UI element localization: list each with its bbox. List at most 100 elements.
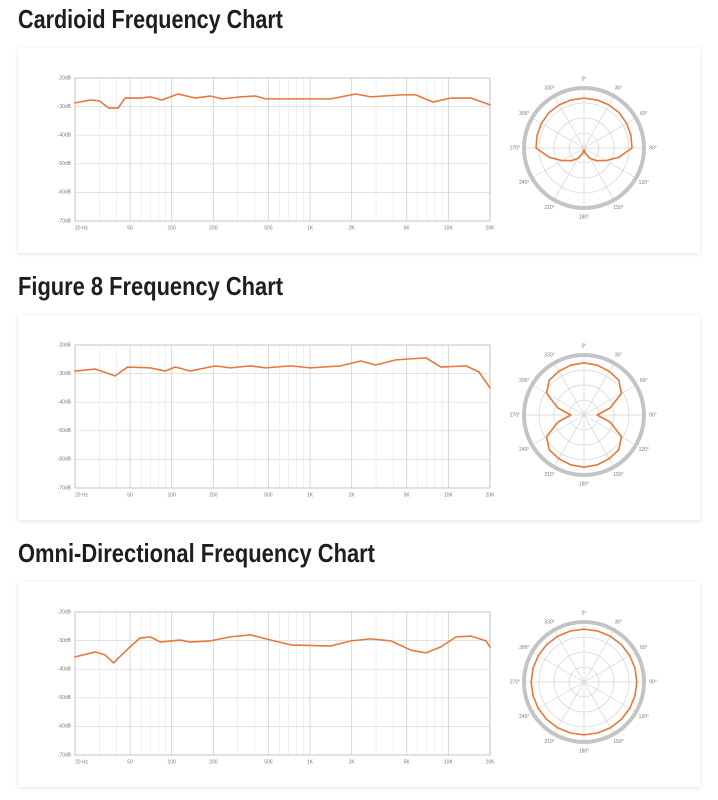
angle-label: 210° xyxy=(544,739,554,745)
x-tick-label: 20K xyxy=(486,759,496,765)
card xyxy=(18,582,700,787)
angle-label: 270° xyxy=(510,412,520,418)
x-tick-label: 20K xyxy=(486,225,496,231)
x-tick-label: 10K xyxy=(444,492,454,498)
polar-outer-ring xyxy=(522,353,646,477)
frequency-line xyxy=(74,357,491,389)
y-tick-label: -60dB xyxy=(58,724,72,730)
polar-ring xyxy=(568,399,600,431)
angle-label: 120° xyxy=(639,180,649,186)
angle-label: 150° xyxy=(613,205,623,211)
card xyxy=(18,48,700,253)
plot-frame xyxy=(74,344,491,489)
y-tick-label: -70dB xyxy=(58,218,72,224)
x-tick-label: 1K xyxy=(307,759,314,765)
chart-title: Cardioid Frequency Chart xyxy=(18,4,283,34)
angle-label: 30° xyxy=(615,620,623,626)
x-tick-label: 20 Hz xyxy=(75,225,89,231)
plot-frame xyxy=(74,611,491,756)
y-tick-label: -50dB xyxy=(58,161,72,167)
x-tick-label: 10K xyxy=(444,759,454,765)
angle-label: 150° xyxy=(613,472,623,478)
angle-label: 90° xyxy=(649,412,657,418)
angle-label: 120° xyxy=(639,714,649,720)
angle-label: 90° xyxy=(649,679,657,685)
polar-pattern xyxy=(530,628,638,736)
x-tick-label: 2K xyxy=(349,759,356,765)
x-tick-label: 200 xyxy=(209,492,218,498)
y-tick-label: -70dB xyxy=(58,752,72,758)
y-tick-label: -60dB xyxy=(58,190,72,196)
y-tick-label: -70dB xyxy=(58,485,72,491)
y-tick-label: -30dB xyxy=(58,104,72,110)
polar-ring xyxy=(538,102,630,194)
frequency-line xyxy=(74,93,491,109)
angle-label: 240° xyxy=(519,180,529,186)
plot-frame xyxy=(74,77,491,222)
angle-label: 330° xyxy=(544,620,554,626)
angle-label: 90° xyxy=(649,145,657,151)
polar-ring xyxy=(568,666,600,698)
angle-label: 270° xyxy=(510,145,520,151)
y-tick-label: -60dB xyxy=(58,457,72,463)
frequency-line xyxy=(74,634,491,664)
x-tick-label: 5K xyxy=(404,759,411,765)
angle-label: 150° xyxy=(613,739,623,745)
x-tick-label: 100 xyxy=(168,759,177,765)
polar-ring xyxy=(538,369,630,461)
card xyxy=(18,315,700,520)
angle-label: 330° xyxy=(544,86,554,92)
angle-label: 300° xyxy=(519,645,529,651)
x-tick-label: 20 Hz xyxy=(75,759,89,765)
x-tick-label: 20 Hz xyxy=(75,492,89,498)
angle-label: 180° xyxy=(579,748,589,754)
angle-label: 0° xyxy=(582,343,587,349)
angle-label: 180° xyxy=(579,481,589,487)
chart-title: Omni-Directional Frequency Chart xyxy=(18,538,375,568)
angle-label: 300° xyxy=(519,111,529,117)
polar-ring xyxy=(553,384,615,446)
x-tick-label: 100 xyxy=(168,492,177,498)
y-tick-label: -40dB xyxy=(58,133,72,139)
angle-label: 60° xyxy=(640,111,648,117)
angle-label: 0° xyxy=(582,610,587,616)
y-tick-label: -30dB xyxy=(58,371,72,377)
y-tick-label: -50dB xyxy=(58,695,72,701)
x-tick-label: 50 xyxy=(127,492,133,498)
x-tick-label: 50 xyxy=(127,225,133,231)
x-tick-label: 2K xyxy=(349,225,356,231)
angle-label: 0° xyxy=(582,76,587,82)
polar-ring xyxy=(568,132,600,164)
angle-label: 300° xyxy=(519,378,529,384)
polar-outer-ring xyxy=(522,86,646,210)
x-tick-label: 100 xyxy=(168,225,177,231)
polar-ring xyxy=(553,117,615,179)
y-tick-label: -40dB xyxy=(58,667,72,673)
y-tick-label: -30dB xyxy=(58,638,72,644)
angle-label: 30° xyxy=(615,353,623,359)
angle-label: 30° xyxy=(615,86,623,92)
polar-ring xyxy=(538,636,630,728)
x-tick-label: 20K xyxy=(486,492,496,498)
y-tick-label: -20dB xyxy=(58,342,72,348)
x-tick-label: 500 xyxy=(264,225,273,231)
polar-outer-ring xyxy=(522,620,646,744)
x-tick-label: 1K xyxy=(307,225,314,231)
polar-pattern xyxy=(545,362,623,468)
y-tick-label: -20dB xyxy=(58,75,72,81)
x-tick-label: 5K xyxy=(404,492,411,498)
chart-title: Figure 8 Frequency Chart xyxy=(18,271,283,301)
angle-label: 60° xyxy=(640,645,648,651)
polar-pattern xyxy=(535,97,633,162)
x-tick-label: 200 xyxy=(209,225,218,231)
x-tick-label: 500 xyxy=(264,759,273,765)
x-tick-label: 10K xyxy=(444,225,454,231)
x-tick-label: 200 xyxy=(209,759,218,765)
angle-label: 270° xyxy=(510,679,520,685)
y-tick-label: -40dB xyxy=(58,400,72,406)
x-tick-label: 500 xyxy=(264,492,273,498)
angle-label: 240° xyxy=(519,447,529,453)
angle-label: 210° xyxy=(544,472,554,478)
angle-label: 60° xyxy=(640,378,648,384)
